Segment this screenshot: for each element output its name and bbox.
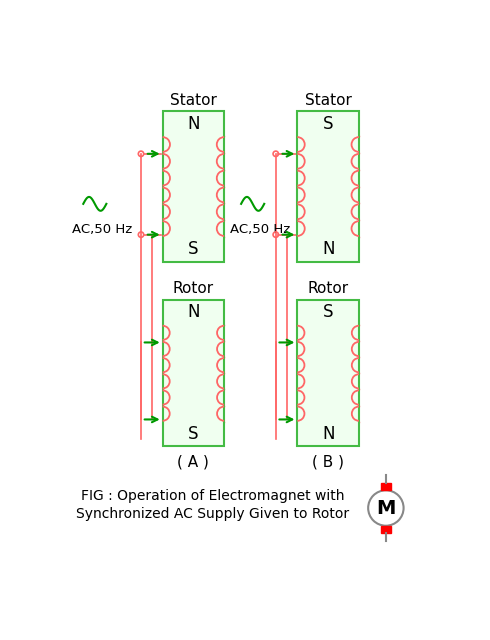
Text: S: S (323, 115, 333, 132)
FancyBboxPatch shape (163, 111, 224, 262)
Text: S: S (188, 240, 198, 259)
FancyBboxPatch shape (297, 111, 359, 262)
FancyBboxPatch shape (163, 300, 224, 447)
Text: N: N (187, 303, 199, 321)
Circle shape (368, 490, 404, 525)
Bar (381, 483, 391, 490)
Text: N: N (322, 240, 334, 259)
Text: ( A ): ( A ) (177, 454, 209, 469)
FancyBboxPatch shape (297, 300, 359, 447)
Text: FIG : Operation of Electromagnet with: FIG : Operation of Electromagnet with (81, 490, 344, 504)
Text: AC,50 Hz: AC,50 Hz (230, 223, 291, 236)
Text: N: N (322, 425, 334, 443)
Text: AC,50 Hz: AC,50 Hz (72, 223, 132, 236)
Text: Rotor: Rotor (308, 281, 349, 296)
Text: Stator: Stator (305, 93, 351, 108)
Text: M: M (376, 499, 395, 518)
Bar (381, 525, 391, 532)
Text: S: S (323, 303, 333, 321)
Text: ( B ): ( B ) (312, 454, 344, 469)
Text: Stator: Stator (170, 93, 217, 108)
Text: N: N (187, 115, 199, 132)
Text: S: S (188, 425, 198, 443)
Text: Synchronized AC Supply Given to Rotor: Synchronized AC Supply Given to Rotor (76, 507, 349, 521)
Text: Rotor: Rotor (173, 281, 214, 296)
